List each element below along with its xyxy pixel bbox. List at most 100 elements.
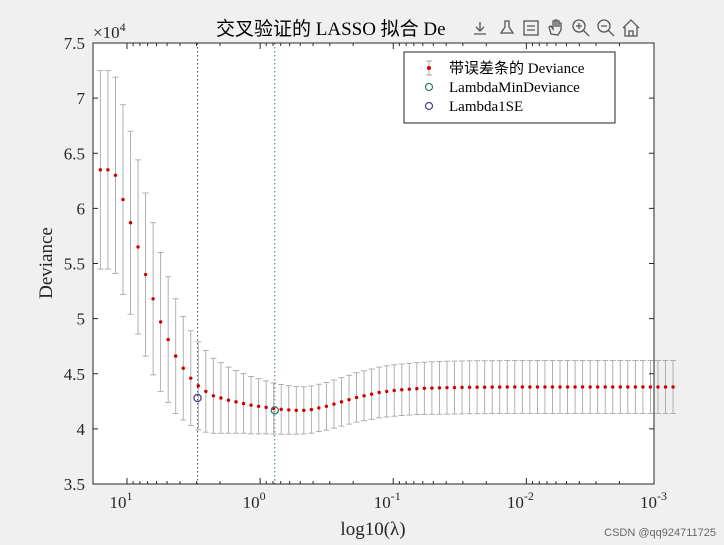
datatip-icon[interactable]: [521, 18, 541, 38]
data-point: [339, 400, 344, 404]
data-point: [498, 385, 502, 389]
data-point: [196, 384, 201, 388]
data-point: [377, 390, 381, 395]
legend-box: [403, 51, 616, 124]
home-icon[interactable]: [621, 18, 641, 38]
data-point: [181, 366, 185, 370]
data-point: [158, 320, 163, 324]
data-point: [663, 385, 668, 389]
watermark: CSDN @qq924711725: [604, 527, 716, 539]
data-point: [279, 407, 283, 412]
data-point: [143, 272, 148, 277]
legend-marker-lambda1se: [424, 101, 434, 111]
y-tick-label: 5: [77, 310, 86, 329]
reference-markers: [193, 393, 280, 415]
y-axis-label: Deviance: [36, 227, 57, 299]
data-point: [452, 385, 457, 390]
data-point: [302, 408, 306, 413]
data-point: [128, 221, 133, 225]
data-point: [347, 397, 351, 402]
data-point: [369, 392, 374, 396]
data-point: [113, 173, 118, 177]
data-point: [565, 385, 570, 389]
data-point: [392, 388, 396, 393]
data-point: [317, 406, 321, 410]
data-point: [573, 385, 577, 389]
data-point: [332, 402, 336, 406]
data-point: [136, 245, 140, 249]
y-axis-ticks: 3.5 4 4.5 5 5.5 6 6.5 7 7.5: [64, 34, 654, 494]
legend-label-deviance: 带误差条的 Deviance: [449, 60, 585, 77]
data-point: [588, 385, 592, 389]
data-point: [121, 197, 125, 202]
data-point: [287, 408, 291, 412]
data-point: [204, 389, 208, 394]
data-point: [505, 385, 509, 389]
data-point: [174, 354, 178, 358]
x-tick-label: 101: [109, 489, 132, 512]
x-tick-label: 100: [243, 489, 266, 512]
data-point: [407, 387, 412, 391]
data-point: [558, 385, 562, 389]
y-tick-label: 4: [77, 420, 86, 439]
zoom-out-icon[interactable]: [596, 18, 616, 38]
data-point: [626, 385, 630, 389]
data-point: [603, 385, 607, 389]
y-tick-label: 7: [77, 89, 86, 108]
legend: 带误差条的 Deviance LambdaMinDeviance Lambda1…: [403, 51, 616, 124]
data-point: [226, 398, 231, 402]
data-point: [648, 385, 653, 389]
data-point: [528, 385, 532, 389]
data-point: [430, 386, 434, 390]
data-point: [437, 386, 442, 390]
data-point: [611, 385, 615, 389]
data-point: [234, 400, 238, 404]
data-point: [580, 385, 585, 389]
data-point: [219, 396, 223, 400]
data-point: [467, 385, 472, 390]
ref-marker-lambda1se: [193, 393, 202, 403]
data-point: [535, 385, 540, 389]
data-point: [445, 385, 449, 390]
data-point: [249, 403, 253, 407]
legend-marker-lambdamin: [424, 82, 434, 92]
data-point: [324, 404, 329, 408]
y-tick-label: 6: [77, 199, 86, 218]
data-point: [475, 385, 479, 389]
y-tick-label: 4.5: [64, 365, 85, 384]
data-point: [98, 168, 103, 172]
data-point: [400, 388, 404, 392]
brush-icon[interactable]: [496, 18, 516, 38]
data-point: [415, 386, 419, 391]
legend-label-lambdamin: LambdaMinDeviance: [449, 80, 580, 96]
data-point: [543, 385, 547, 389]
export-icon[interactable]: [470, 18, 490, 38]
y-tick-label: 3.5: [64, 475, 85, 494]
y-tick-label: 7.5: [64, 34, 85, 53]
data-point: [362, 394, 366, 398]
data-point: [241, 401, 246, 406]
data-point: [189, 376, 193, 380]
x-axis-label: log10(λ): [340, 519, 405, 540]
data-point: [513, 385, 517, 389]
data-point: [384, 389, 389, 394]
data-point: [354, 395, 359, 400]
y-tick-label: 5.5: [64, 255, 85, 274]
y-tick-label: 6.5: [64, 144, 85, 163]
data-point: [166, 337, 170, 342]
x-tick-label: 10-1: [374, 489, 401, 512]
data-point: [211, 394, 216, 398]
data-point: [256, 404, 261, 408]
x-tick-label: 10-2: [507, 489, 534, 512]
axes-toolbar: [470, 18, 641, 38]
x-tick-label: 10-3: [640, 489, 667, 512]
legend-label-lambda1se: Lambda1SE: [449, 99, 523, 115]
data-point: [550, 385, 555, 389]
data-point: [422, 386, 427, 391]
x-axis-ticks: 101 100 10-1 10-2 10-3: [109, 43, 667, 512]
data-point: [294, 408, 298, 413]
zoom-in-icon[interactable]: [571, 18, 591, 38]
pan-icon[interactable]: [546, 18, 566, 38]
reference-lines: [197, 43, 276, 484]
